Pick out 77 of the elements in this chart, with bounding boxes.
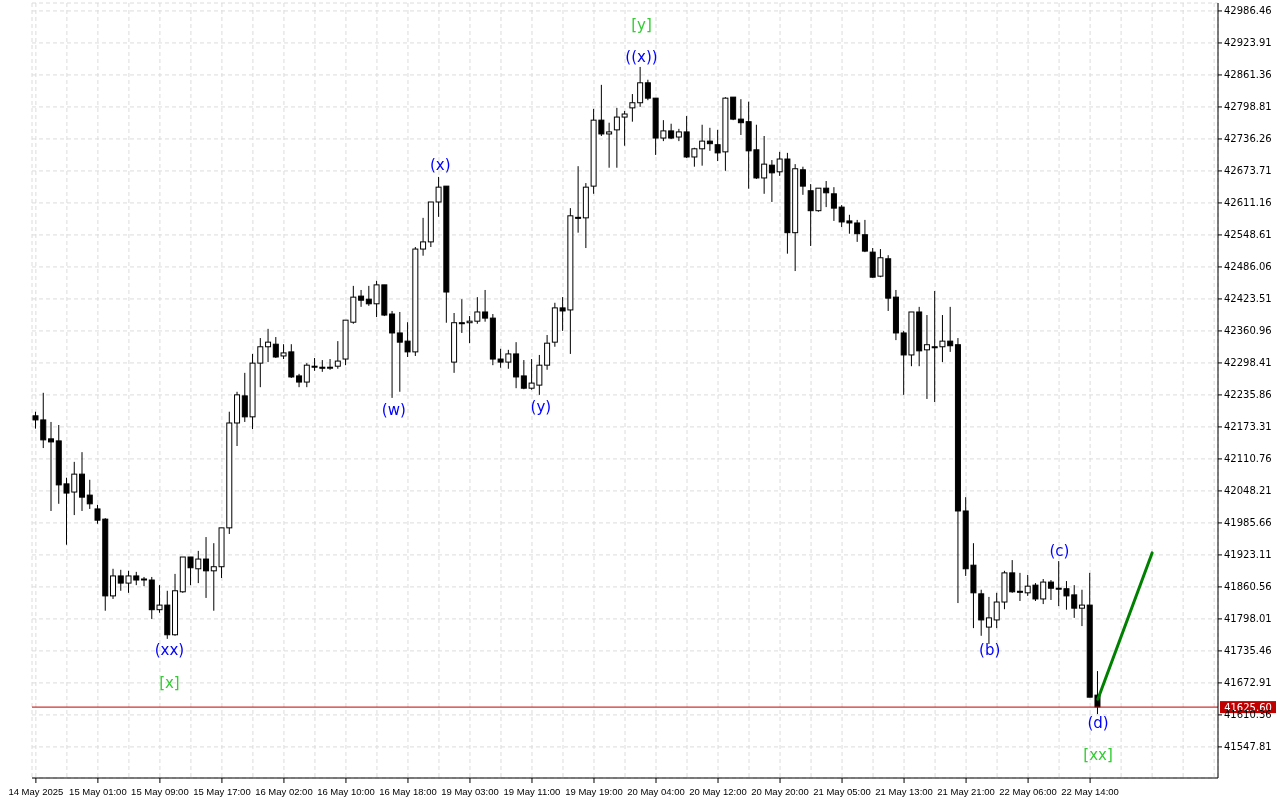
x-tick-label: 22 May 06:00 bbox=[999, 786, 1057, 797]
y-tick-label: 42173.31 bbox=[1224, 421, 1272, 433]
annotation: (b) bbox=[979, 641, 1001, 659]
y-tick-label: 42798.81 bbox=[1224, 101, 1272, 113]
y-tick-label: 42360.96 bbox=[1224, 325, 1272, 337]
x-tick-label: 15 May 09:00 bbox=[131, 786, 189, 797]
y-tick-label: 41860.56 bbox=[1224, 581, 1272, 593]
y-tick-label: 42611.16 bbox=[1224, 197, 1272, 209]
x-tick-label: 20 May 20:00 bbox=[751, 786, 809, 797]
candlestick bbox=[768, 159, 775, 203]
y-tick-label: 42861.36 bbox=[1224, 69, 1272, 81]
x-tick-label: 20 May 12:00 bbox=[689, 786, 747, 797]
x-tick-label: 21 May 13:00 bbox=[875, 786, 933, 797]
annotation: (c) bbox=[1049, 542, 1070, 560]
x-tick-label: 15 May 17:00 bbox=[193, 786, 251, 797]
candlestick bbox=[265, 328, 272, 363]
x-tick-label: 19 May 03:00 bbox=[441, 786, 499, 797]
candlestick bbox=[513, 341, 520, 389]
x-tick-label: 19 May 11:00 bbox=[503, 786, 561, 797]
annotation: (w) bbox=[381, 401, 406, 419]
y-tick-label: 41735.46 bbox=[1224, 645, 1272, 657]
x-tick-label: 15 May 01:00 bbox=[69, 786, 127, 797]
annotation: [y] bbox=[631, 16, 652, 34]
candlestick bbox=[737, 98, 744, 136]
x-tick-label: 16 May 10:00 bbox=[317, 786, 375, 797]
y-tick-label: 42423.51 bbox=[1224, 293, 1272, 305]
y-tick-label: 42736.26 bbox=[1224, 133, 1272, 145]
x-tick-label: 20 May 04:00 bbox=[627, 786, 685, 797]
x-tick-label: 22 May 14:00 bbox=[1061, 786, 1119, 797]
candlestick bbox=[830, 186, 837, 222]
annotation: (x) bbox=[429, 156, 451, 174]
x-tick-label: 21 May 21:00 bbox=[937, 786, 995, 797]
y-tick-label: 41547.81 bbox=[1224, 741, 1272, 753]
candlestick bbox=[141, 576, 148, 587]
y-tick-label: 42923.91 bbox=[1224, 37, 1272, 49]
candlestick bbox=[389, 310, 396, 399]
candlestick bbox=[706, 127, 713, 152]
candlestick bbox=[1047, 579, 1054, 601]
candlestick bbox=[799, 166, 806, 196]
candlestick bbox=[79, 451, 86, 512]
y-tick-label: 42110.76 bbox=[1224, 453, 1272, 465]
candlestick bbox=[203, 536, 210, 599]
annotation: [xx] bbox=[1083, 746, 1113, 764]
y-tick-label: 42548.61 bbox=[1224, 229, 1272, 241]
candlestick bbox=[985, 596, 992, 645]
annotation: (xx) bbox=[154, 641, 185, 659]
candlestick bbox=[1016, 572, 1023, 602]
x-tick-label: 19 May 19:00 bbox=[565, 786, 623, 797]
x-tick-label: 14 May 2025 bbox=[8, 786, 64, 797]
y-tick-label: 42986.46 bbox=[1224, 5, 1272, 17]
y-tick-label: 41672.91 bbox=[1224, 677, 1272, 689]
candlestick bbox=[327, 358, 334, 371]
y-tick-label: 41985.66 bbox=[1224, 517, 1272, 529]
candlestick bbox=[923, 314, 930, 400]
candlestick bbox=[110, 568, 117, 600]
annotation: (y) bbox=[530, 398, 552, 416]
candlestick bbox=[358, 289, 365, 308]
candlestick bbox=[482, 289, 489, 323]
y-tick-label: 42298.41 bbox=[1224, 357, 1272, 369]
y-tick-label: 41798.01 bbox=[1224, 613, 1272, 625]
y-tick-label: 42673.71 bbox=[1224, 165, 1272, 177]
candlestick bbox=[48, 421, 54, 512]
candlestick bbox=[420, 217, 427, 257]
candlestick bbox=[334, 340, 341, 370]
y-tick-label: 42048.21 bbox=[1224, 485, 1272, 497]
x-tick-label: 16 May 02:00 bbox=[255, 786, 313, 797]
x-tick-label: 21 May 05:00 bbox=[813, 786, 871, 797]
candlestick bbox=[861, 219, 868, 253]
x-tick-label: 16 May 18:00 bbox=[379, 786, 437, 797]
annotation: (d) bbox=[1087, 714, 1109, 732]
y-tick-label: 42486.06 bbox=[1224, 261, 1272, 273]
y-tick-label: 41923.11 bbox=[1224, 549, 1272, 561]
annotation: [x] bbox=[159, 674, 180, 692]
candlestick bbox=[1078, 589, 1085, 627]
candlestick bbox=[86, 479, 93, 510]
y-tick-label: 42235.86 bbox=[1224, 389, 1272, 401]
annotation: ((x)) bbox=[625, 48, 658, 66]
